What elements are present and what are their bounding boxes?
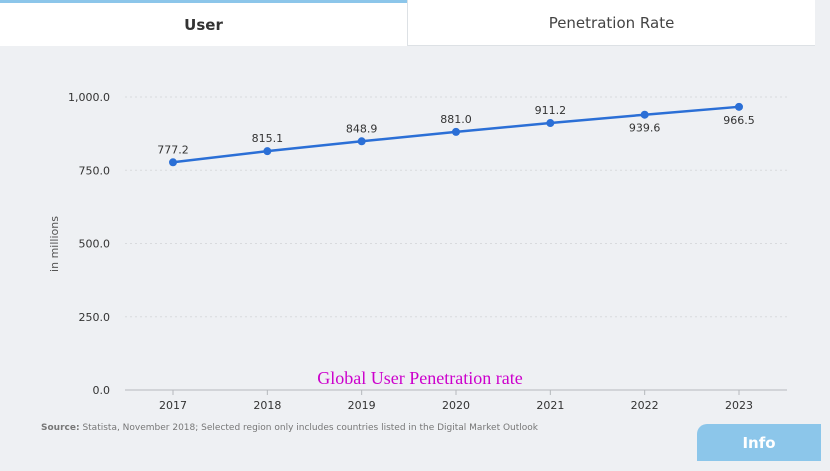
data-label: 939.6 <box>629 122 661 135</box>
data-point <box>169 158 177 167</box>
data-label: 881.0 <box>440 113 472 126</box>
tab-user[interactable]: User <box>0 0 407 46</box>
tab-penetration-rate[interactable]: Penetration Rate <box>407 0 815 46</box>
y-tick-label: 500.0 <box>79 238 111 251</box>
x-tick-label: 2018 <box>253 399 281 412</box>
data-point <box>546 119 555 128</box>
data-label: 848.9 <box>346 122 378 135</box>
x-tick-label: 2021 <box>536 399 564 412</box>
x-tick-label: 2023 <box>725 399 753 412</box>
data-label: 966.5 <box>723 114 755 127</box>
source-text: Statista, November 2018; Selected region… <box>82 423 539 433</box>
y-tick-label: 250.0 <box>79 311 111 324</box>
x-tick-label: 2022 <box>631 399 659 412</box>
data-point <box>263 147 272 156</box>
data-label: 815.1 <box>252 132 284 145</box>
data-point <box>735 102 743 111</box>
x-tick-label: 2020 <box>442 399 470 412</box>
data-label: 777.2 <box>157 143 189 156</box>
source-label: Source: <box>41 423 80 433</box>
data-point <box>452 127 460 136</box>
source-note: Source: Statista, November 2018; Selecte… <box>41 423 538 433</box>
y-tick-label: 1,000.0 <box>68 91 110 104</box>
y-tick-label: 750.0 <box>79 164 111 177</box>
chart-annotation: Global User Penetration rate <box>317 368 522 388</box>
x-tick-label: 2019 <box>348 399 376 412</box>
data-point <box>357 137 366 146</box>
data-label: 911.2 <box>535 104 567 117</box>
y-tick-label: 0.0 <box>93 384 111 397</box>
x-tick-label: 2017 <box>159 399 187 412</box>
data-point <box>640 110 649 119</box>
info-button[interactable]: Info <box>697 424 821 461</box>
y-axis-title: in millions <box>48 216 61 272</box>
